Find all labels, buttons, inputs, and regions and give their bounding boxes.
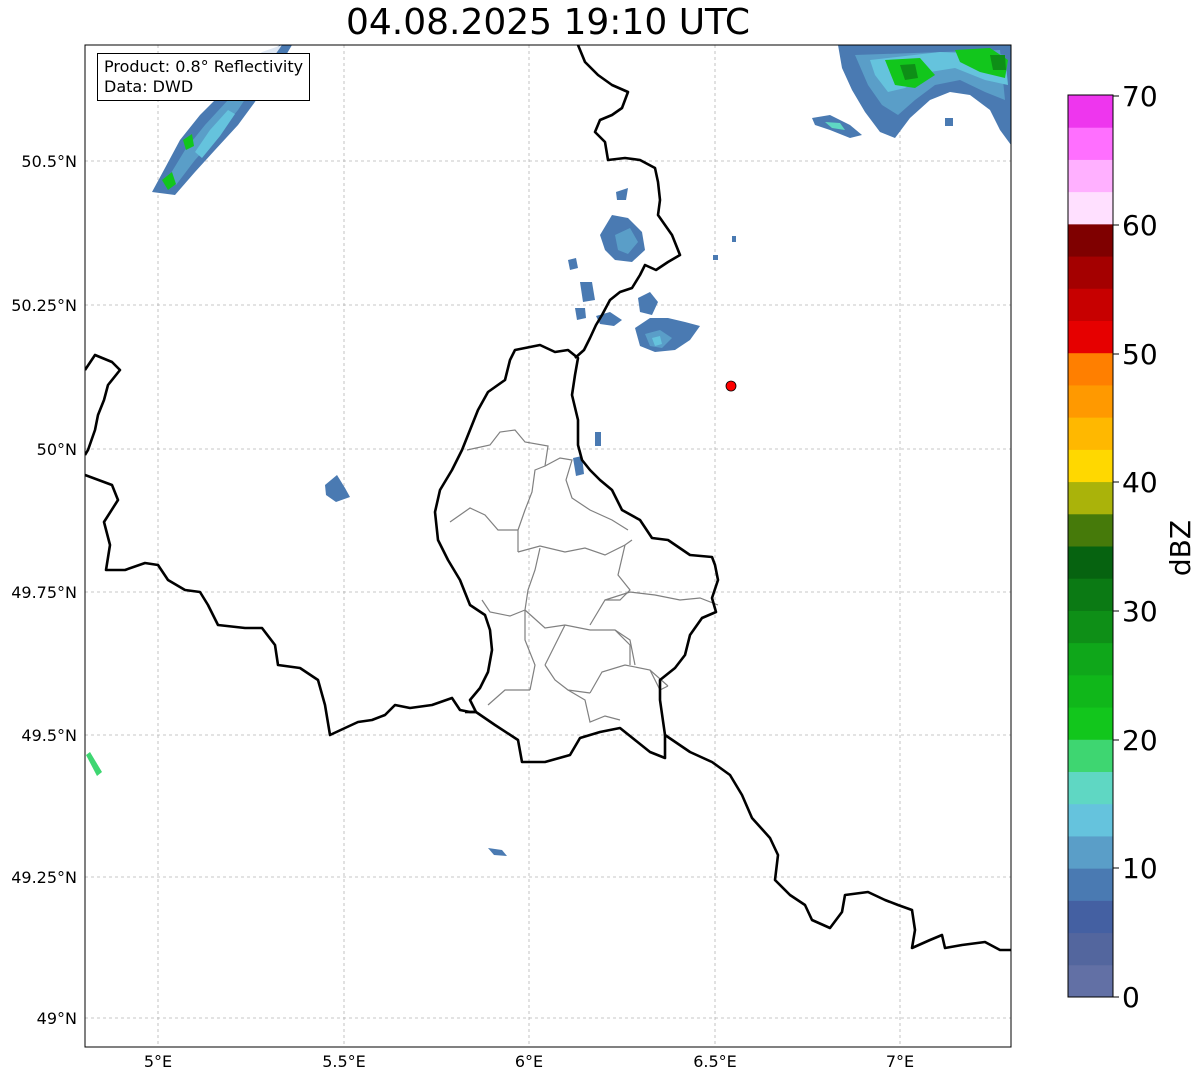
colorbar-segment [1068, 964, 1113, 998]
lon-tick: 5°E [144, 1052, 172, 1071]
colorbar-tick-label: 20 [1122, 724, 1158, 757]
colorbar-segment [1068, 95, 1113, 128]
colorbar-tick-label: 70 [1122, 80, 1158, 113]
radar-site-marker [725, 380, 737, 392]
lat-tick: 49.75°N [11, 583, 77, 602]
echo-west-small [325, 475, 350, 502]
map-title: 04.08.2025 19:10 UTC [345, 2, 751, 43]
colorbar-segment [1068, 159, 1113, 193]
radar-echoes [86, 45, 1011, 856]
colorbar-segment [1068, 674, 1113, 708]
lat-tick: 49.5°N [21, 726, 77, 745]
colorbar [1068, 95, 1113, 998]
colorbar-segment [1068, 707, 1113, 740]
colorbar-segment [1068, 739, 1113, 772]
colorbar-segment [1068, 449, 1113, 483]
lat-tick: 49°N [37, 1009, 77, 1028]
colorbar-tick-label: 50 [1122, 338, 1158, 371]
colorbar-segment [1068, 803, 1113, 837]
echo-eifel-cluster [568, 188, 736, 476]
national-borders [85, 45, 1011, 952]
product-info-box: Product: 0.8° Reflectivity Data: DWD [97, 53, 311, 101]
colorbar-tick-label: 10 [1122, 852, 1158, 885]
lon-tick: 6°E [515, 1052, 543, 1071]
colorbar-tick-label: 40 [1122, 466, 1158, 499]
map-background [85, 45, 1011, 1047]
canton-boundaries [449, 429, 719, 723]
colorbar-segment [1068, 288, 1113, 321]
colorbar-segment [1068, 352, 1113, 386]
colorbar-segment [1068, 771, 1113, 805]
map-frame [84, 44, 1012, 1048]
colorbar-tick-label: 60 [1122, 209, 1158, 242]
lon-tick: 5.5°E [322, 1052, 366, 1071]
lon-tick: 7°E [886, 1052, 914, 1071]
colorbar-segment [1068, 546, 1113, 579]
colorbar-segment [1068, 868, 1113, 901]
product-label: Product: 0.8° Reflectivity [104, 57, 304, 76]
lat-tick: 50°N [37, 440, 77, 459]
colorbar-segment [1068, 900, 1113, 934]
lat-tick: 50.5°N [21, 152, 77, 171]
echo-west-edge [86, 752, 102, 776]
colorbar-segment [1068, 578, 1113, 611]
lat-tick: 50.25°N [11, 296, 77, 315]
lon-tick-labels: 5°E 5.5°E 6°E 6.5°E 7°E [144, 1052, 914, 1071]
lat-tick-labels: 50.5°N 50.25°N 50°N 49.75°N 49.5°N 49.25… [11, 152, 77, 1028]
colorbar-segment [1068, 384, 1113, 418]
colorbar-segment [1068, 932, 1113, 966]
gridlines [85, 45, 1011, 1047]
colorbar-segment [1068, 191, 1113, 225]
colorbar-segment [1068, 642, 1113, 676]
echo-northeast-cluster [812, 45, 1011, 145]
colorbar-ticks: 70 60 50 40 30 20 10 0 [1113, 80, 1158, 1014]
colorbar-segment [1068, 256, 1113, 289]
colorbar-tick-label: 0 [1122, 981, 1140, 1014]
colorbar-segment [1068, 835, 1113, 869]
data-source-label: Data: DWD [104, 77, 194, 96]
colorbar-segment [1068, 481, 1113, 515]
colorbar-segment [1068, 513, 1113, 547]
echo-south-small [488, 848, 507, 856]
colorbar-segment [1068, 127, 1113, 160]
colorbar-segment [1068, 223, 1113, 257]
colorbar-tick-label: 30 [1122, 595, 1158, 628]
colorbar-segment [1068, 320, 1113, 354]
colorbar-segment [1068, 610, 1113, 644]
lon-tick: 6.5°E [693, 1052, 737, 1071]
colorbar-frame [1067, 94, 1114, 998]
colorbar-label: dBZ [1164, 520, 1197, 576]
colorbar-segment [1068, 417, 1113, 450]
lat-tick: 49.25°N [11, 868, 77, 887]
